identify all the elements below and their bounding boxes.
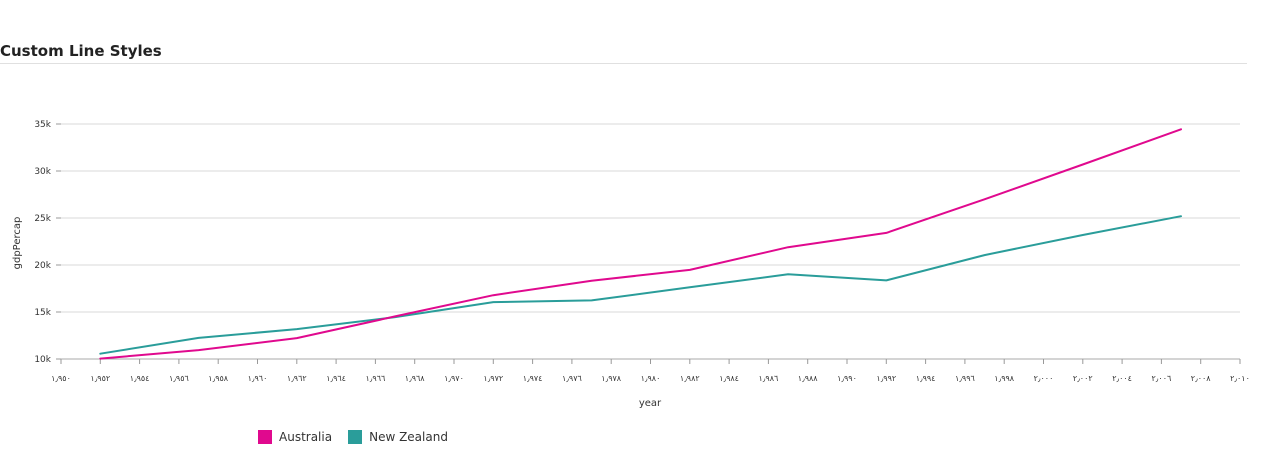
x-tick-label: ١٫٩٦٤: [326, 374, 346, 383]
x-tick-label: ١٫٩٩٦: [955, 374, 975, 383]
x-tick-label: ١٫٩٦٠: [248, 374, 268, 383]
legend-label-australia: Australia: [279, 430, 333, 444]
series-lines: [99, 128, 1182, 360]
y-axis-ticks: 10k 15k 20k 25k 30k 35k: [34, 120, 61, 365]
x-tick-label: ١٫٩٥٤: [130, 374, 150, 383]
x-tick-label: ١٫٩٧٢: [483, 374, 503, 383]
y-tick-label: 25k: [34, 214, 51, 224]
x-tick-label: ١٫٩٦٢: [287, 374, 307, 383]
x-tick-label: ١٫٩٦٦: [366, 374, 386, 383]
y-tick-label: 30k: [34, 167, 51, 177]
x-tick-label: ١٫٩٩٢: [876, 374, 896, 383]
x-tick-label: ١٫٩٥٠: [51, 374, 71, 383]
x-tick-label: ١٫٩٧٦: [562, 374, 582, 383]
x-tick-label: ١٫٩٦٨: [405, 374, 425, 383]
legend-swatch-australia: [258, 430, 272, 444]
x-tick-label: ١٫٩٩٤: [916, 374, 936, 383]
legend-swatch-new-zealand: [348, 430, 363, 444]
x-tick-label: ١٫٩٧٤: [523, 374, 543, 383]
series-line-new-zealand[interactable]: [99, 215, 1182, 355]
x-tick-label: ١٫٩٧٨: [601, 374, 621, 383]
x-tick-label: ٢٫٠٠٢: [1073, 374, 1093, 383]
x-tick-label: ١٫٩٨٠: [641, 374, 661, 383]
y-tick-label: 15k: [34, 308, 51, 318]
title-divider: [0, 63, 1247, 64]
y-axis-label: gdpPercap: [12, 217, 23, 270]
x-tick-label: ٢٫٠٠٦: [1152, 374, 1172, 383]
x-axis: ١٫٩٥٠ ١٫٩٥٢ ١٫٩٥٤ ١٫٩٥٦ ١٫٩٥٨ ١٫٩٦٠ ١٫٩٦٢ ١٫٩٦٤…: [51, 358, 1250, 383]
grid-lines: [61, 123, 1240, 360]
x-tick-label: ١٫٩٨٢: [680, 374, 700, 383]
legend-item-australia[interactable]: Australia: [258, 430, 332, 444]
x-tick-label: ١٫٩٥٢: [90, 374, 110, 383]
x-axis-label: year: [639, 398, 662, 409]
y-tick-label: 20k: [34, 261, 51, 271]
page-title: Custom Line Styles: [0, 42, 162, 60]
x-tick-label: ٢٫٠٠٠: [1034, 374, 1054, 383]
x-tick-label: ١٫٩٧٠: [444, 374, 464, 383]
y-tick-label: 35k: [34, 120, 51, 130]
x-tick-label: ١٫٩٥٦: [169, 374, 189, 383]
x-tick-label: ١٫٩٥٨: [208, 374, 228, 383]
x-tick-label: ١٫٩٨٤: [719, 374, 739, 383]
x-tick-label: ٢٫٠٠٤: [1112, 374, 1132, 383]
x-tick-label: ٢٫٠٠٨: [1191, 374, 1211, 383]
x-tick-label: ٢٫٠١٠: [1230, 374, 1250, 383]
x-tick-label: ١٫٩٩٠: [837, 374, 857, 383]
y-tick-label: 10k: [34, 355, 51, 365]
x-tick-label: ١٫٩٩٨: [994, 374, 1014, 383]
legend-label-new-zealand: New Zealand: [369, 430, 448, 444]
series-line-australia[interactable]: [99, 128, 1182, 360]
legend-item-new-zealand[interactable]: New Zealand: [348, 430, 448, 444]
x-tick-label: ١٫٩٨٦: [759, 374, 779, 383]
chart-legend: Australia New Zealand: [258, 430, 448, 444]
x-tick-label: ١٫٩٨٨: [798, 374, 818, 383]
